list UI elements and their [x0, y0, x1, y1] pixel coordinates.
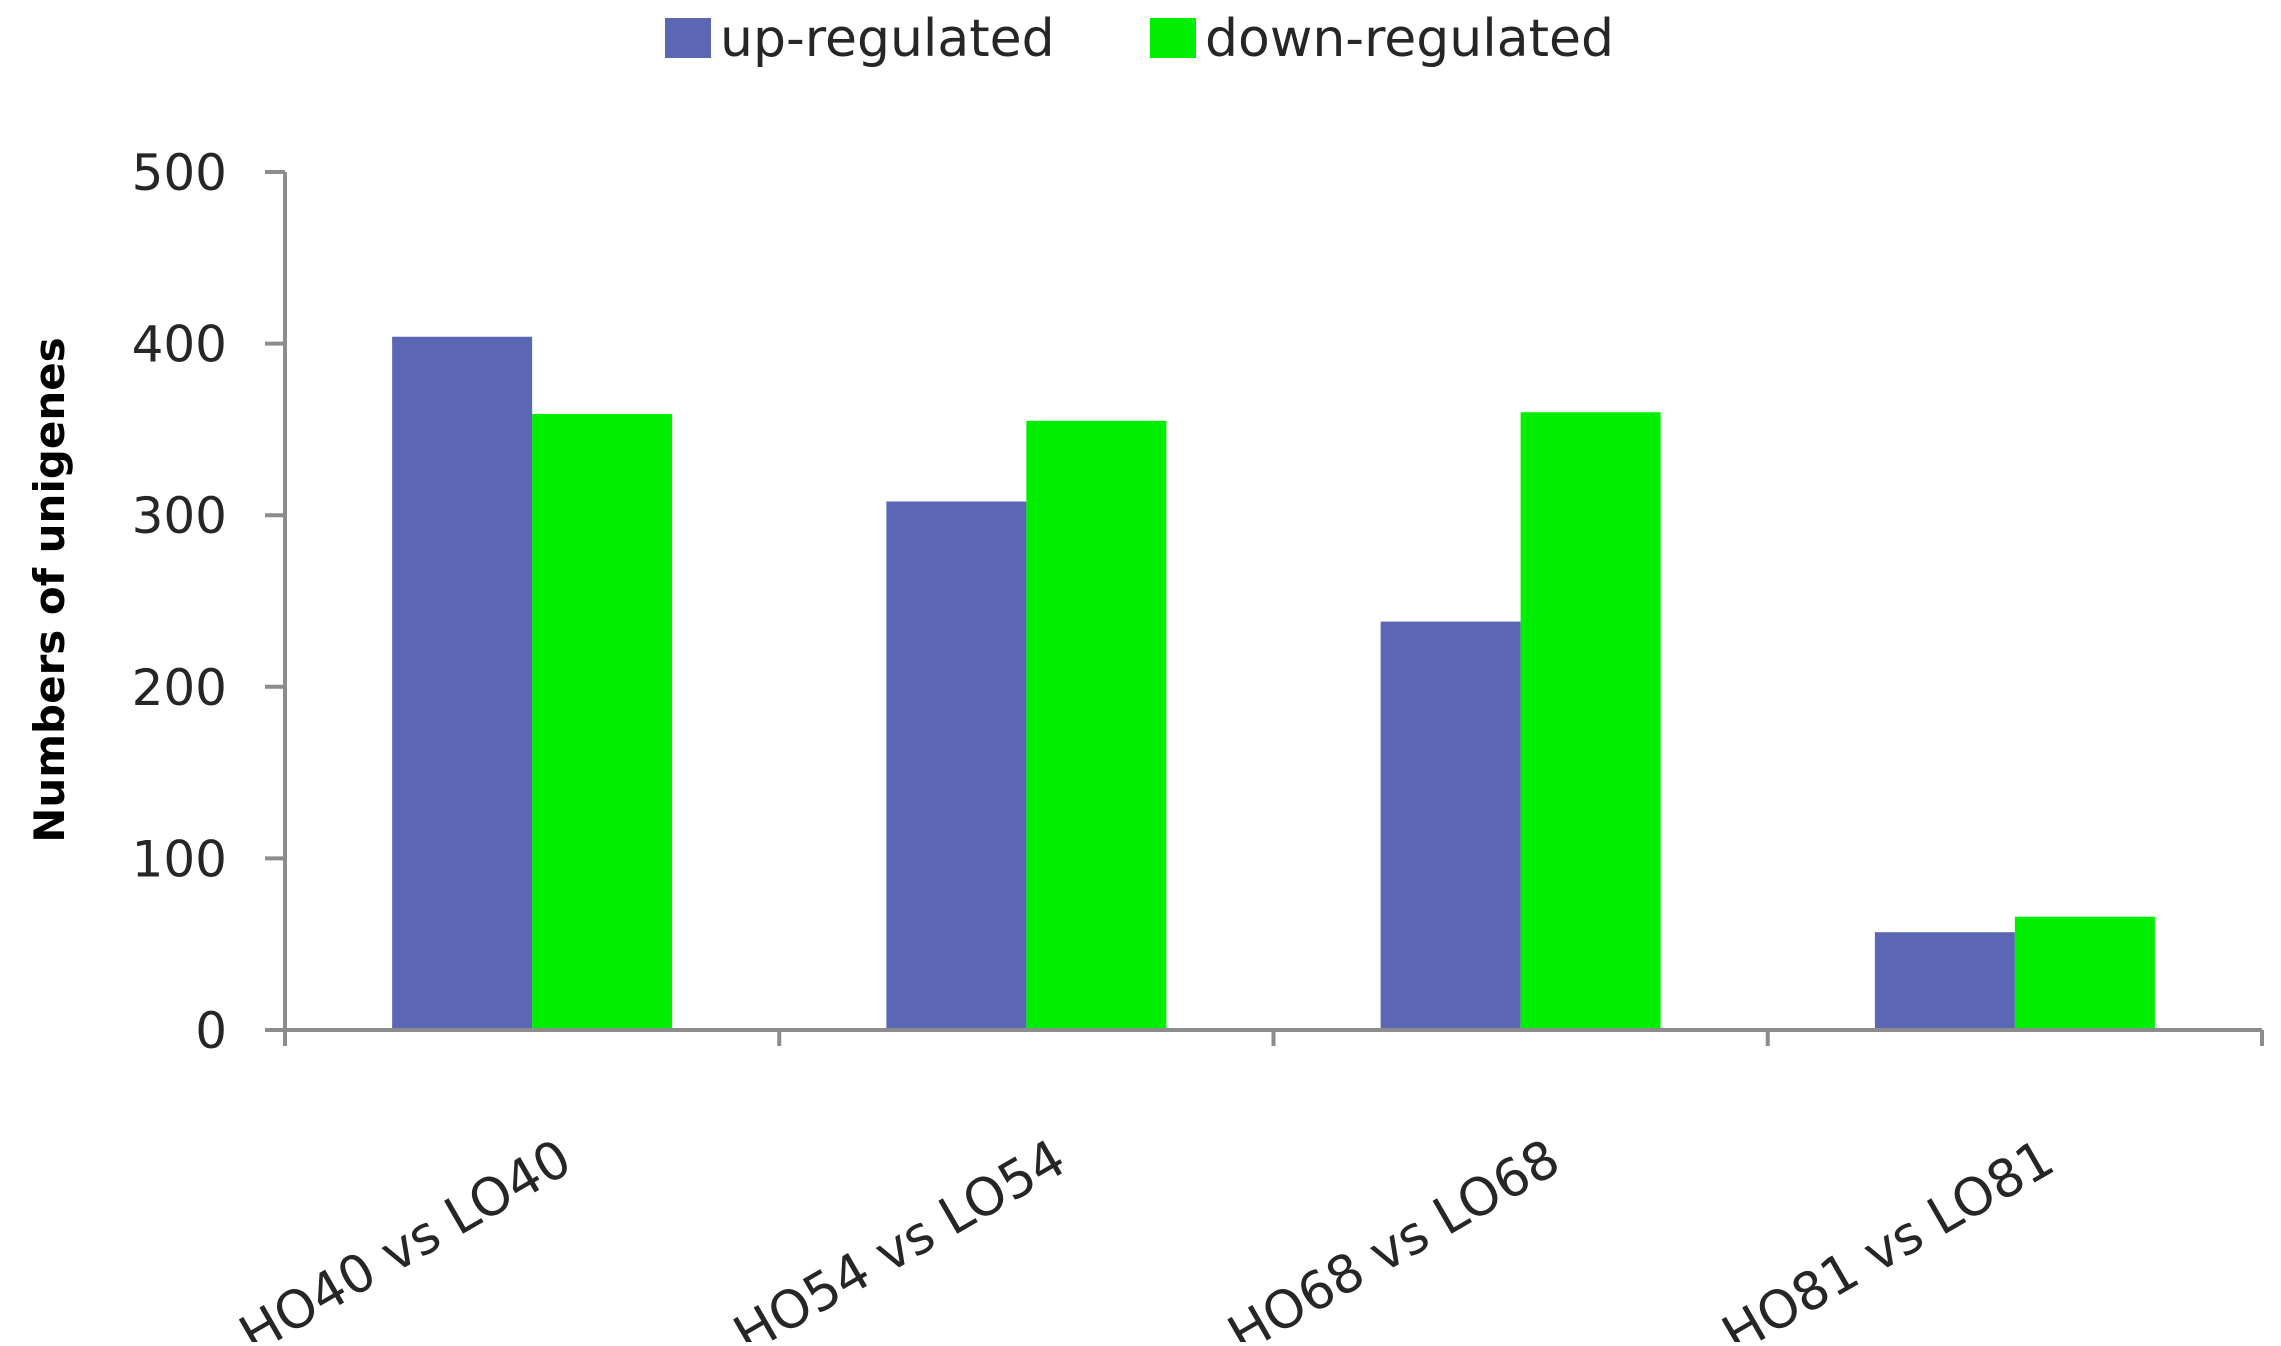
y-axis-ticks: 0 100 200 300 400 500	[132, 144, 285, 1060]
x-category-label-ho54-vs-lo54: HO54 vs LO54	[724, 1128, 1076, 1342]
legend-label-down-regulated: down-regulated	[1205, 9, 1614, 69]
axes	[265, 172, 2264, 1046]
x-category-label-ho40-vs-lo40: HO40 vs LO40	[230, 1128, 582, 1342]
bar-up-regulated-ho40-vs-lo40	[392, 336, 533, 1031]
y-tick-label-500: 500	[132, 144, 227, 202]
bars	[392, 336, 2155, 1031]
legend: up-regulated down-regulated	[665, 9, 1614, 69]
y-tick-label-300: 300	[132, 487, 227, 545]
bar-up-regulated-ho54-vs-lo54	[886, 501, 1027, 1030]
y-tick-label-400: 400	[132, 316, 227, 374]
bar-down-regulated-ho40-vs-lo40	[532, 413, 673, 1030]
y-tick-label-200: 200	[132, 659, 227, 717]
y-axis-title: Numbers of unigenes	[25, 337, 74, 843]
bar-up-regulated-ho68-vs-lo68	[1380, 621, 1521, 1030]
bar-up-regulated-ho81-vs-lo81	[1874, 932, 2015, 1030]
y-tick-label-100: 100	[132, 830, 227, 888]
legend-swatch-up-regulated	[665, 18, 711, 58]
bar-down-regulated-ho81-vs-lo81	[2014, 916, 2155, 1030]
legend-swatch-down-regulated	[1150, 18, 1196, 58]
x-category-label-ho68-vs-lo68: HO68 vs LO68	[1218, 1128, 1570, 1342]
bar-down-regulated-ho68-vs-lo68	[1520, 412, 1661, 1030]
bar-down-regulated-ho54-vs-lo54	[1026, 420, 1167, 1030]
x-category-label-ho81-vs-lo81: HO81 vs LO81	[1713, 1128, 2065, 1342]
legend-label-up-regulated: up-regulated	[720, 9, 1055, 69]
x-axis-categories: HO40 vs LO40 HO54 vs LO54 HO68 vs LO68 HO81…	[230, 1128, 2065, 1346]
y-tick-label-0: 0	[195, 1002, 227, 1060]
